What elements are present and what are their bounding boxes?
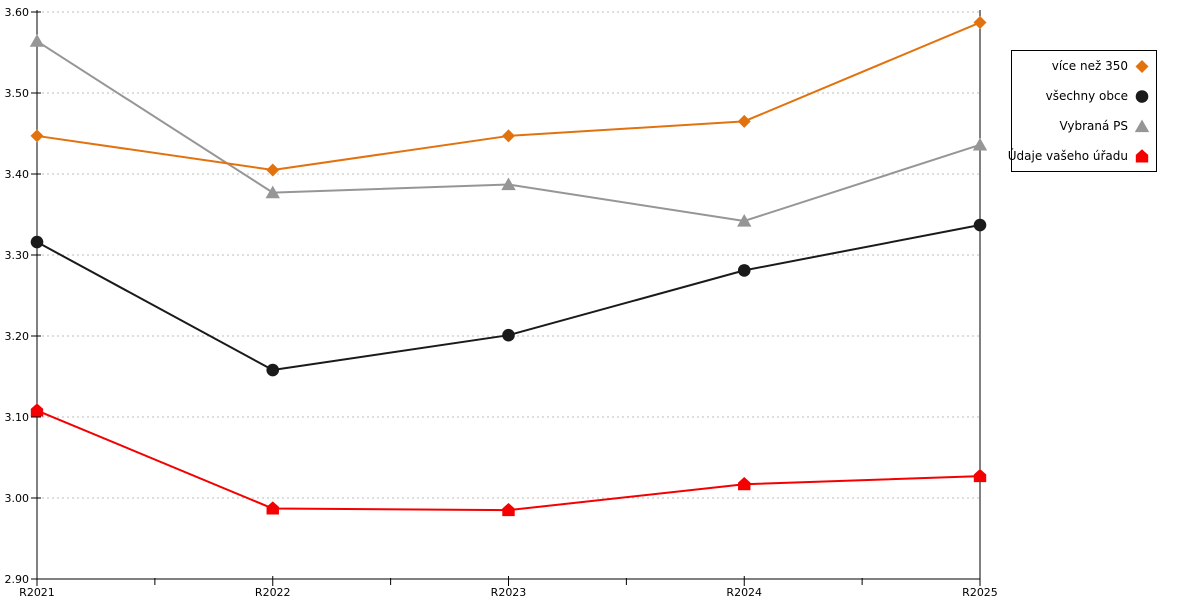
y-tick-label: 3.30 xyxy=(5,249,30,262)
data-point-marker xyxy=(973,468,987,483)
y-tick-label: 3.20 xyxy=(5,330,30,343)
legend-label: více než 350 xyxy=(1051,59,1128,73)
data-point-marker xyxy=(502,502,515,517)
x-tick-label: R2021 xyxy=(19,586,55,599)
legend-marker-shape xyxy=(1135,90,1149,103)
y-tick-label: 2.90 xyxy=(5,573,30,586)
series-pentagon xyxy=(30,403,987,517)
series-triangle xyxy=(29,34,988,227)
data-point-marker xyxy=(30,403,44,417)
triangle-marker-icon xyxy=(1134,119,1150,133)
legend-label: Vybraná PS xyxy=(1059,119,1128,133)
data-point-marker xyxy=(502,129,515,143)
legend: více než 350 všechny obce Vybraná PS Údaje … xyxy=(1008,50,1157,172)
data-point-marker xyxy=(737,264,751,277)
y-tick-label: 3.10 xyxy=(5,411,30,424)
legend-item: všechny obce xyxy=(1012,81,1156,111)
data-point-marker xyxy=(737,114,751,128)
data-point-marker xyxy=(266,163,280,177)
data-point-marker xyxy=(501,177,516,191)
x-tick-label: R2025 xyxy=(962,586,998,599)
data-point-marker xyxy=(265,185,280,199)
series-line xyxy=(36,21,981,171)
data-point-marker xyxy=(30,235,44,249)
y-tick-label: 3.60 xyxy=(5,6,30,19)
series-line xyxy=(36,409,981,512)
data-point-marker xyxy=(973,16,987,30)
x-tick-label: R2022 xyxy=(255,586,291,599)
x-tick-label: R2024 xyxy=(726,586,762,599)
data-point-marker xyxy=(737,213,752,227)
diamond-marker-icon xyxy=(1135,60,1149,73)
data-point-marker xyxy=(738,477,751,491)
legend-marker-shape xyxy=(1134,119,1150,133)
pentagon-marker-icon xyxy=(1135,149,1149,163)
data-point-marker xyxy=(972,137,988,151)
circle-marker-icon xyxy=(1135,90,1149,103)
data-point-marker xyxy=(29,34,45,47)
legend-marker-shape xyxy=(1135,60,1149,73)
data-point-marker xyxy=(30,129,44,143)
legend-item: více než 350 xyxy=(1012,51,1156,81)
series-line xyxy=(36,224,981,372)
series-diamond xyxy=(30,16,987,177)
y-tick-label: 3.50 xyxy=(5,87,30,100)
series-circle xyxy=(30,218,987,377)
legend-label: všechny obce xyxy=(1045,89,1128,103)
y-tick-label: 3.40 xyxy=(5,168,30,181)
data-point-marker xyxy=(266,501,279,515)
x-tick-label: R2023 xyxy=(491,586,527,599)
legend-item: Údaje vašeho úřadu xyxy=(1008,141,1156,171)
legend-item: Vybraná PS xyxy=(1012,111,1156,141)
data-point-marker xyxy=(266,363,280,377)
data-point-marker xyxy=(973,218,987,232)
data-point-marker xyxy=(502,328,515,342)
legend-marker-shape xyxy=(1135,149,1149,163)
y-tick-label: 3.00 xyxy=(5,492,30,505)
legend-label: Údaje vašeho úřadu xyxy=(1007,149,1128,163)
